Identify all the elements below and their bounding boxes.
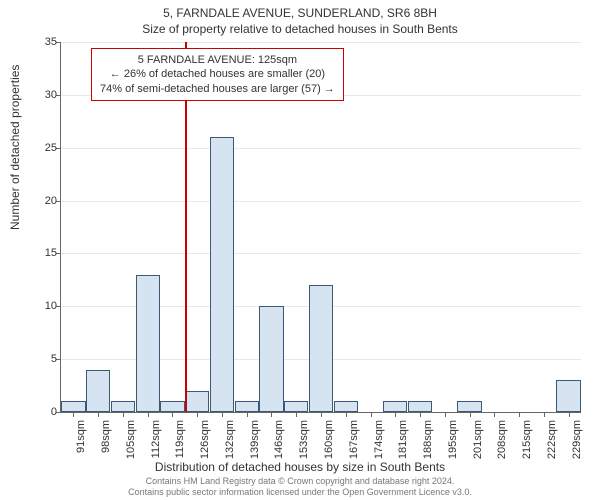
x-tick-label: 229sqm <box>571 420 583 464</box>
bar <box>309 285 333 412</box>
y-tick-label: 0 <box>27 406 57 418</box>
x-tick-label: 105sqm <box>125 420 137 464</box>
x-tick-mark <box>148 412 149 417</box>
x-tick-label: 181sqm <box>397 420 409 464</box>
y-tick-label: 20 <box>27 195 57 207</box>
x-tick-label: 98sqm <box>100 420 112 464</box>
x-tick-mark <box>346 412 347 417</box>
bar <box>235 401 259 412</box>
x-tick-label: 174sqm <box>373 420 385 464</box>
x-tick-mark <box>494 412 495 417</box>
x-tick-label: 208sqm <box>496 420 508 464</box>
callout-line2: ← 26% of detached houses are smaller (20… <box>100 67 335 81</box>
bar <box>408 401 432 412</box>
bar <box>86 370 110 412</box>
callout-box: 5 FARNDALE AVENUE: 125sqm ← 26% of detac… <box>91 48 344 101</box>
x-tick-mark <box>321 412 322 417</box>
x-tick-label: 139sqm <box>249 420 261 464</box>
bar <box>284 401 308 412</box>
x-axis-label: Distribution of detached houses by size … <box>0 460 600 474</box>
y-tick-label: 30 <box>27 89 57 101</box>
x-tick-mark <box>420 412 421 417</box>
x-tick-mark <box>395 412 396 417</box>
bar <box>136 275 160 412</box>
x-tick-mark <box>569 412 570 417</box>
bar <box>334 401 358 412</box>
bar <box>185 391 209 412</box>
x-tick-mark <box>519 412 520 417</box>
y-tick-label: 25 <box>27 142 57 154</box>
x-tick-mark <box>123 412 124 417</box>
x-tick-mark <box>470 412 471 417</box>
bar <box>259 306 283 412</box>
x-tick-label: 222sqm <box>546 420 558 464</box>
x-tick-mark <box>271 412 272 417</box>
bar <box>556 380 580 412</box>
x-tick-label: 188sqm <box>422 420 434 464</box>
callout-line1: 5 FARNDALE AVENUE: 125sqm <box>100 53 335 67</box>
gridline <box>61 253 581 254</box>
x-tick-label: 126sqm <box>199 420 211 464</box>
bar <box>111 401 135 412</box>
x-tick-label: 146sqm <box>273 420 285 464</box>
y-tick-label: 10 <box>27 300 57 312</box>
x-tick-label: 160sqm <box>323 420 335 464</box>
footer-line2: Contains public sector information licen… <box>0 487 600 498</box>
y-tick-label: 5 <box>27 353 57 365</box>
footer-attribution: Contains HM Land Registry data © Crown c… <box>0 476 600 498</box>
x-tick-label: 153sqm <box>298 420 310 464</box>
x-tick-label: 132sqm <box>224 420 236 464</box>
x-tick-mark <box>98 412 99 417</box>
x-tick-mark <box>247 412 248 417</box>
x-tick-label: 119sqm <box>174 420 186 464</box>
x-tick-mark <box>445 412 446 417</box>
gridline <box>61 42 581 43</box>
x-tick-mark <box>73 412 74 417</box>
chart-container: 5, FARNDALE AVENUE, SUNDERLAND, SR6 8BH … <box>0 0 600 500</box>
bar <box>210 137 234 412</box>
x-tick-mark <box>371 412 372 417</box>
bar <box>61 401 85 412</box>
x-tick-label: 112sqm <box>150 420 162 464</box>
x-tick-label: 201sqm <box>472 420 484 464</box>
x-tick-label: 195sqm <box>447 420 459 464</box>
x-tick-mark <box>222 412 223 417</box>
gridline <box>61 201 581 202</box>
x-tick-mark <box>544 412 545 417</box>
chart-title-address: 5, FARNDALE AVENUE, SUNDERLAND, SR6 8BH <box>0 6 600 20</box>
bar <box>160 401 184 412</box>
y-axis-label: Number of detached properties <box>8 65 22 230</box>
x-tick-label: 167sqm <box>348 420 360 464</box>
footer-line1: Contains HM Land Registry data © Crown c… <box>0 476 600 487</box>
callout-line3: 74% of semi-detached houses are larger (… <box>100 82 335 96</box>
x-tick-mark <box>296 412 297 417</box>
x-tick-label: 215sqm <box>521 420 533 464</box>
x-tick-mark <box>197 412 198 417</box>
bar <box>383 401 407 412</box>
chart-subtitle: Size of property relative to detached ho… <box>0 22 600 36</box>
y-tick-label: 15 <box>27 247 57 259</box>
gridline <box>61 148 581 149</box>
bar <box>457 401 481 412</box>
x-tick-label: 91sqm <box>75 420 87 464</box>
plot-area: 5 FARNDALE AVENUE: 125sqm ← 26% of detac… <box>60 42 581 413</box>
x-tick-mark <box>172 412 173 417</box>
y-tick-label: 35 <box>27 36 57 48</box>
